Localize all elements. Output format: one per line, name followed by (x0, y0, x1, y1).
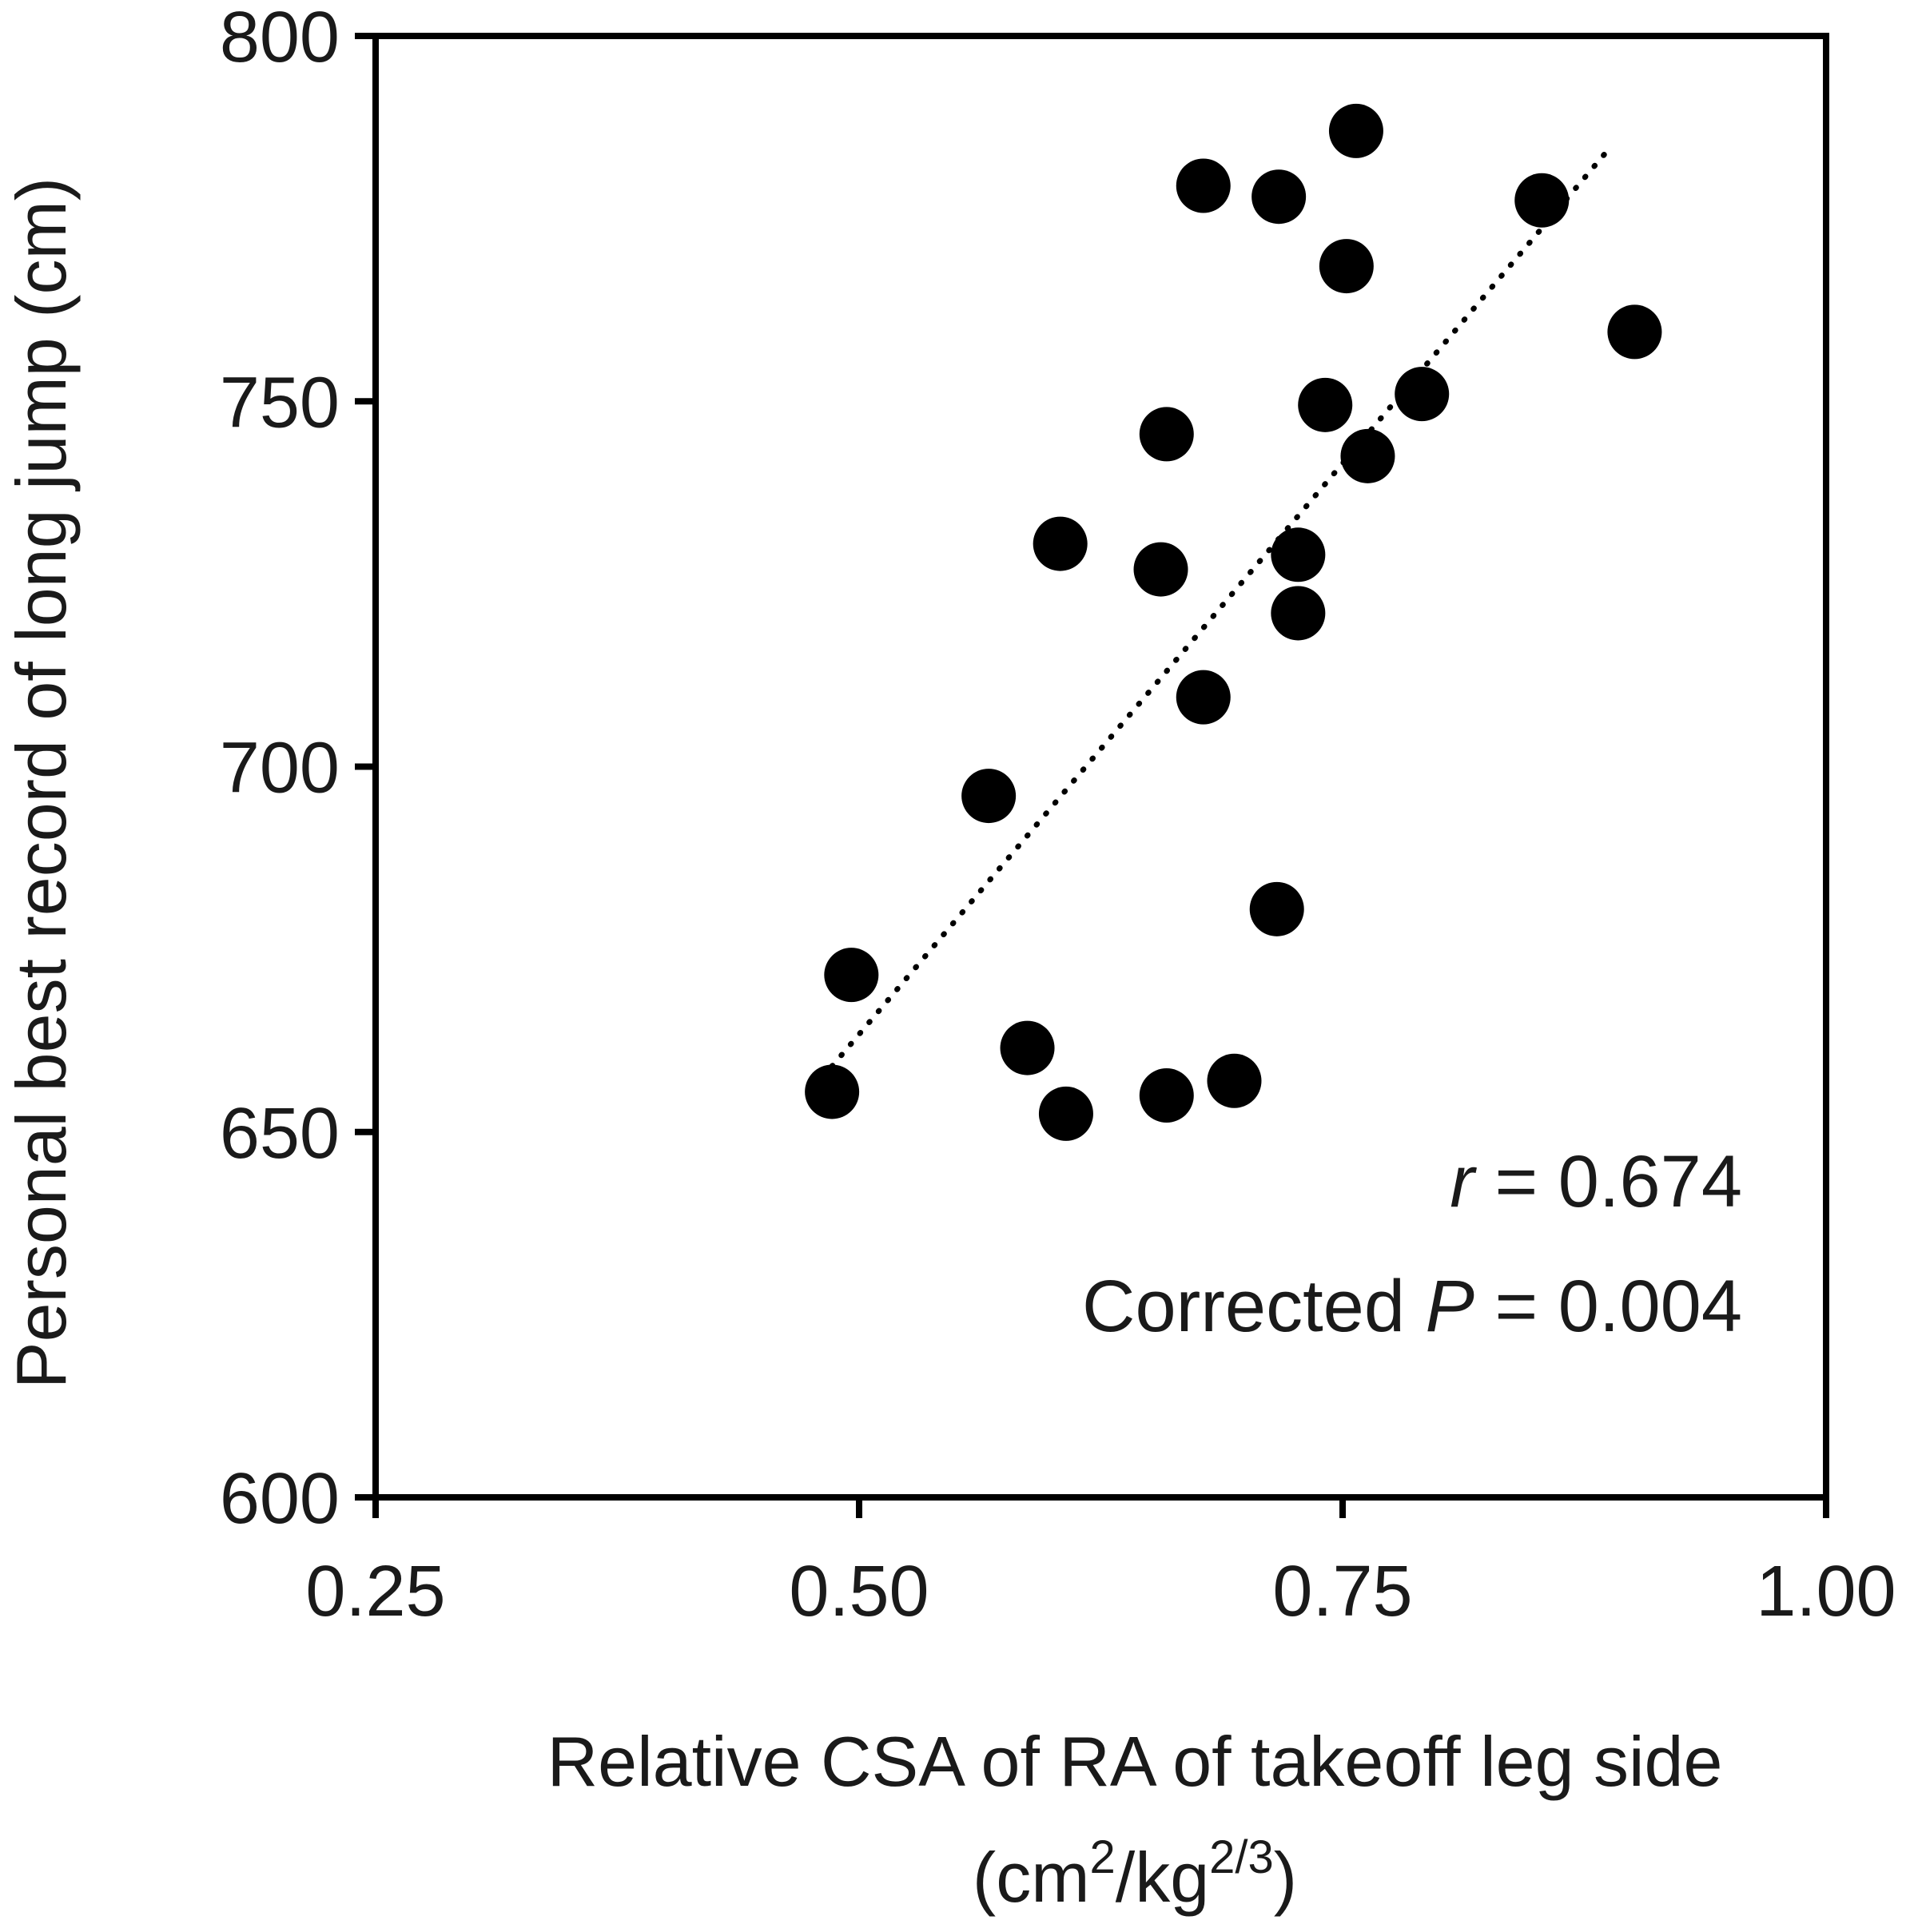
y-tick-label: 650 (220, 1094, 340, 1174)
data-point (1139, 407, 1194, 462)
data-point (1176, 670, 1231, 725)
data-points (805, 103, 1662, 1141)
data-point (1514, 173, 1570, 228)
data-point (1271, 586, 1326, 641)
y-tick-label: 600 (220, 1459, 340, 1539)
trendline (829, 149, 1609, 1069)
data-point (824, 948, 879, 1003)
x-tick-label: 0.75 (1272, 1552, 1412, 1632)
x-tick-label: 0.25 (305, 1552, 445, 1632)
axes: 600 650 700 750 800 0.25 0.50 0.75 1.00 (220, 0, 1896, 1632)
y-tick-label: 800 (220, 0, 340, 78)
data-point (1176, 158, 1231, 213)
data-point (1271, 527, 1326, 582)
data-point (1607, 304, 1662, 360)
data-point (1319, 239, 1374, 294)
data-point (1251, 169, 1307, 225)
annotation-p: Corrected P = 0.004 (1082, 1266, 1742, 1347)
data-point (1133, 542, 1188, 597)
data-point (1328, 103, 1383, 158)
x-tick-label: 1.00 (1756, 1552, 1896, 1632)
x-axis-title: Relative CSA of RA of takeoff leg side (547, 1722, 1723, 1801)
data-point (805, 1064, 860, 1119)
data-point (1395, 367, 1450, 422)
y-tick-label: 700 (220, 729, 340, 809)
y-tick-label: 750 (220, 363, 340, 443)
data-point (1033, 516, 1088, 571)
x-axis-unit: (cm2/kg2/3) (973, 1831, 1297, 1917)
data-point (1249, 881, 1304, 936)
data-point (1340, 428, 1395, 483)
data-point (1207, 1053, 1262, 1108)
y-axis-title: Personal best record of long jump (cm) (2, 177, 81, 1389)
data-point (1139, 1068, 1194, 1123)
data-point (961, 769, 1017, 824)
data-point (1038, 1086, 1093, 1141)
data-point (1000, 1020, 1055, 1075)
trendline-group (829, 149, 1609, 1069)
annotation-r: r = 0.674 (1450, 1141, 1742, 1222)
x-tick-label: 0.50 (789, 1552, 929, 1632)
data-point (1298, 377, 1353, 432)
